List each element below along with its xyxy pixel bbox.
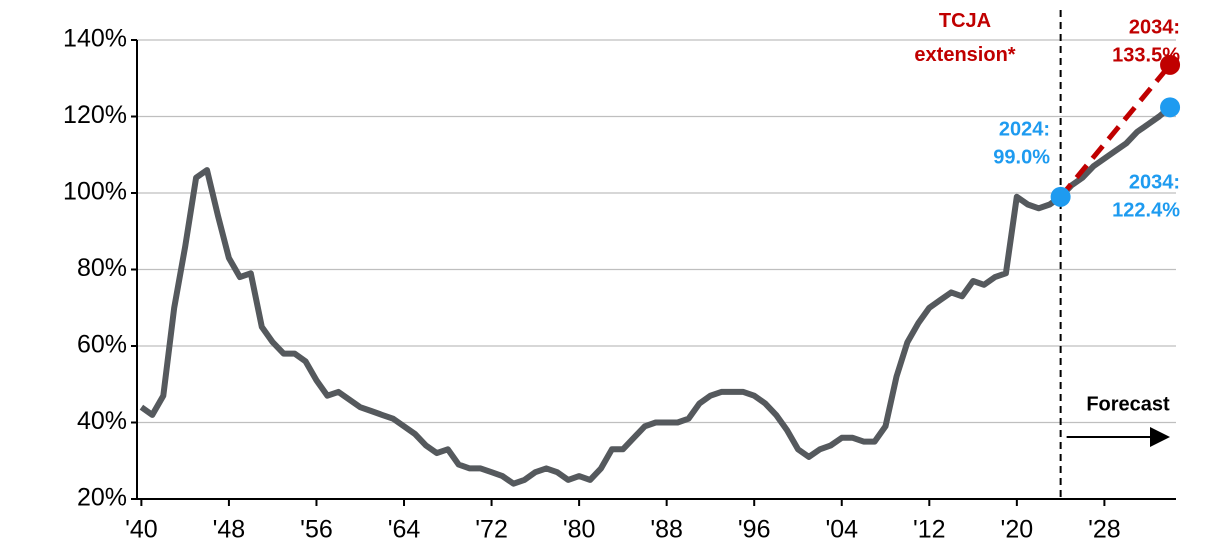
x-tick-label: '96	[738, 516, 771, 544]
annotation-label: 2034:	[1129, 171, 1180, 193]
series-label: TCJA extension*	[914, 10, 1015, 66]
forecast-label: Forecast	[1086, 393, 1170, 415]
annotation-label: 2034:	[1129, 16, 1180, 38]
y-tick-label: 40%	[77, 407, 127, 435]
x-tick-label: '28	[1088, 516, 1121, 544]
y-tick-label: 20%	[77, 484, 127, 512]
y-tick-label: 120%	[63, 101, 127, 129]
x-tick-label: '56	[300, 516, 333, 544]
series-line	[1058, 63, 1173, 199]
x-tick-label: '48	[213, 516, 246, 544]
y-tick-label: 80%	[77, 254, 127, 282]
y-tick-label: 60%	[77, 331, 127, 359]
annotation-point	[1160, 54, 1181, 75]
annotation-label: 133.5%	[1112, 44, 1180, 66]
x-tick-label: '04	[825, 516, 858, 544]
x-tick-label: '88	[650, 516, 683, 544]
annotation-label: 2024:	[999, 118, 1050, 140]
x-tick-label: '64	[388, 516, 421, 544]
x-tick-label: '80	[563, 516, 596, 544]
annotation-point	[1160, 97, 1181, 118]
annotation-label: 99.0%	[993, 146, 1050, 168]
x-tick-label: '20	[1001, 516, 1034, 544]
x-tick-label: '72	[475, 516, 508, 544]
y-tick-label: 140%	[63, 25, 127, 53]
series-line	[139, 104, 1173, 487]
x-tick-label: '40	[125, 516, 158, 544]
annotation-label: 122.4%	[1112, 199, 1180, 221]
y-tick-label: 100%	[63, 178, 127, 206]
annotation-point	[1050, 186, 1071, 207]
x-tick-label: '12	[913, 516, 946, 544]
